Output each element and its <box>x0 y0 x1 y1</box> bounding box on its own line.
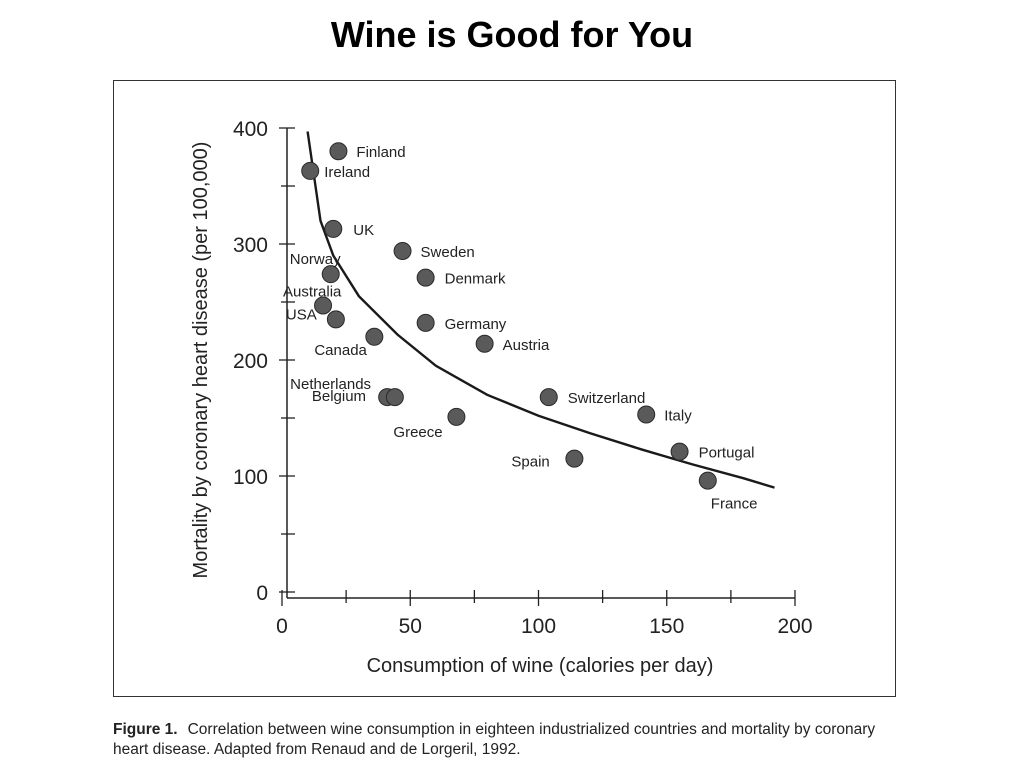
figure-caption: Figure 1. Correlation between wine consum… <box>113 720 903 760</box>
data-point-belgium <box>385 388 404 407</box>
data-point-germany <box>416 313 435 332</box>
data-point-austria <box>475 334 494 353</box>
data-label-greece: Greece <box>393 424 442 441</box>
data-point-portugal <box>670 442 689 461</box>
data-label-usa: USA <box>286 306 317 323</box>
data-label-portugal: Portugal <box>699 445 755 462</box>
data-point-spain <box>565 449 584 468</box>
y-tick-label: 0 <box>256 582 268 605</box>
slide-title: Wine is Good for You <box>330 14 694 55</box>
data-point-ireland <box>301 161 320 180</box>
figure-caption-text: Correlation between wine consumption in … <box>113 721 876 758</box>
x-tick-label: 150 <box>649 615 684 638</box>
data-label-italy: Italy <box>664 408 692 425</box>
data-point-norway <box>321 265 340 284</box>
trend-line <box>306 131 775 489</box>
x-tick-label: 0 <box>276 615 288 638</box>
data-label-austria: Austria <box>503 337 550 354</box>
data-point-uk <box>324 219 343 238</box>
y-tick-label: 300 <box>233 234 268 257</box>
figure-caption-label: Figure 1. <box>113 721 178 738</box>
data-label-germany: Germany <box>445 316 507 333</box>
data-label-denmark: Denmark <box>445 271 506 288</box>
x-axis-title: Consumption of wine (calories per day) <box>367 655 714 677</box>
figure-panel <box>113 80 896 697</box>
data-point-canada <box>365 327 384 346</box>
data-point-australia <box>314 296 333 315</box>
data-label-finland: Finland <box>356 144 405 161</box>
y-tick-label: 400 <box>233 118 268 141</box>
data-point-usa <box>326 310 345 329</box>
data-label-norway: Norway <box>290 251 341 268</box>
data-label-uk: UK <box>353 222 374 239</box>
data-point-italy <box>637 405 656 424</box>
data-label-canada: Canada <box>314 342 367 359</box>
x-tick-label: 100 <box>521 615 556 638</box>
data-label-france: France <box>711 496 758 513</box>
data-label-ireland: Ireland <box>324 164 370 181</box>
data-label-belgium: Belgium <box>312 388 366 405</box>
y-axis-title: Mortality by coronary heart disease (per… <box>190 142 212 579</box>
data-point-switzerland <box>539 388 558 407</box>
data-point-finland <box>329 142 348 161</box>
x-tick-label: 50 <box>399 615 422 638</box>
y-tick-label: 200 <box>233 350 268 373</box>
data-label-switzerland: Switzerland <box>568 390 646 407</box>
data-label-spain: Spain <box>511 454 549 471</box>
data-point-sweden <box>393 241 412 260</box>
data-point-denmark <box>416 268 435 287</box>
data-label-netherlands: Netherlands <box>290 376 371 393</box>
y-tick-label: 100 <box>233 466 268 489</box>
data-label-australia: Australia <box>283 283 342 300</box>
data-label-sweden: Sweden <box>421 244 475 261</box>
x-tick-label: 200 <box>777 615 812 638</box>
data-point-france <box>698 471 717 490</box>
data-point-greece <box>447 407 466 426</box>
